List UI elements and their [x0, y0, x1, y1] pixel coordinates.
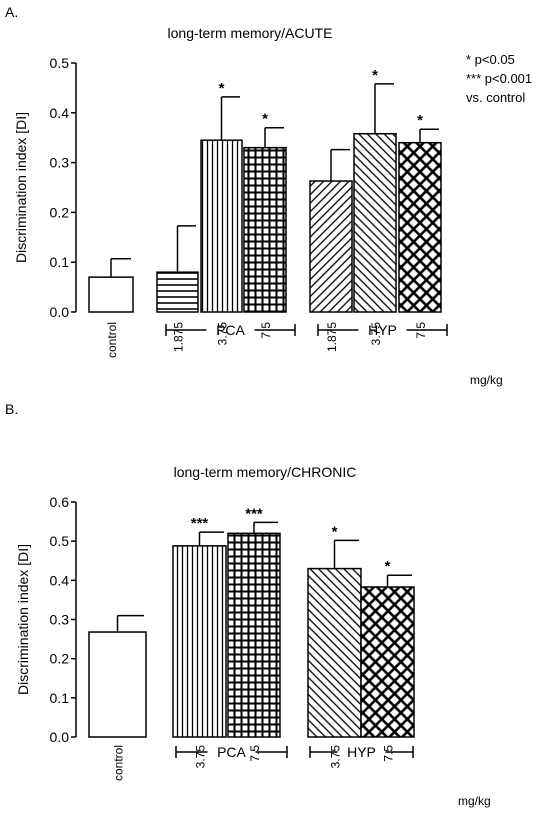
y-tick-label: 0.1 [50, 690, 70, 706]
group-label: PCA [216, 322, 245, 338]
x-unit-label: mg/kg [470, 373, 503, 387]
significance-marker: *** [245, 505, 263, 522]
x-tick-label: 3.75 [329, 745, 343, 769]
y-tick-label: 0.0 [50, 304, 70, 320]
significance-marker: * [385, 558, 391, 575]
y-tick-label: 0.4 [50, 572, 70, 588]
chart-panel-acute: A. long-term memory/ACUTE 0.0 0.1 0.2 0.3 0.4 0… [5, 4, 532, 387]
bar [88, 276, 134, 313]
legend-entry: * p<0.05 [466, 52, 515, 67]
y-axis-label: Discrimination index [DI] [15, 544, 31, 695]
bar [360, 586, 415, 738]
y-tick-label: 0.2 [50, 651, 70, 667]
bar [227, 532, 281, 738]
bar [156, 271, 199, 313]
legend-entry: *** p<0.001 [466, 71, 532, 86]
y-tick-label: 0.0 [50, 729, 70, 745]
y-tick-label: 0.3 [50, 155, 70, 171]
group-label: HYP [368, 322, 397, 338]
x-tick-label: control [112, 745, 126, 781]
panel-label: A. [5, 4, 18, 20]
x-tick-label: 1.875 [325, 322, 339, 352]
bar [200, 139, 243, 313]
group-label: PCA [217, 744, 246, 760]
chart-panel-chronic: B. long-term memory/CHRONIC 0.0 0.1 0.2 0.3 0.… [5, 401, 491, 808]
y-axis-label: Discrimination index [DI] [13, 112, 29, 263]
significance-marker: * [372, 67, 378, 84]
x-tick-label: 7.5 [382, 745, 396, 762]
significance-marker: * [417, 112, 423, 129]
y-tick-label: 0.1 [50, 254, 70, 270]
x-tick-label: control [105, 322, 119, 358]
panel-label: B. [5, 401, 18, 417]
bar [353, 132, 397, 313]
chart-title: long-term memory/ACUTE [168, 25, 333, 41]
significance-marker: *** [191, 515, 209, 532]
x-tick-label: 3.75 [369, 322, 383, 346]
bar [88, 631, 147, 738]
y-tick-label: 0.5 [50, 55, 70, 71]
bar [307, 567, 362, 738]
y-tick-label: 0.2 [50, 204, 70, 220]
group-label: HYP [347, 744, 376, 760]
y-tick-label: 0.6 [50, 494, 70, 510]
x-tick-label: 1.875 [172, 322, 186, 352]
bar [243, 146, 287, 313]
chart-title: long-term memory/CHRONIC [174, 464, 357, 480]
significance-marker: * [332, 523, 338, 540]
significance-marker: * [219, 80, 225, 97]
y-tick-label: 0.5 [50, 533, 70, 549]
x-tick-label: 7.5 [248, 745, 262, 762]
bar [172, 545, 227, 738]
y-tick-label: 0.3 [50, 612, 70, 628]
significance-marker: * [262, 111, 268, 128]
x-tick-label: 3.75 [194, 745, 208, 769]
x-tick-label: 3.75 [216, 322, 230, 346]
y-tick-label: 0.4 [50, 105, 70, 121]
bar [309, 180, 353, 313]
legend-entry: vs. control [466, 90, 525, 105]
x-unit-label: mg/kg [458, 794, 491, 808]
bar [398, 141, 442, 313]
